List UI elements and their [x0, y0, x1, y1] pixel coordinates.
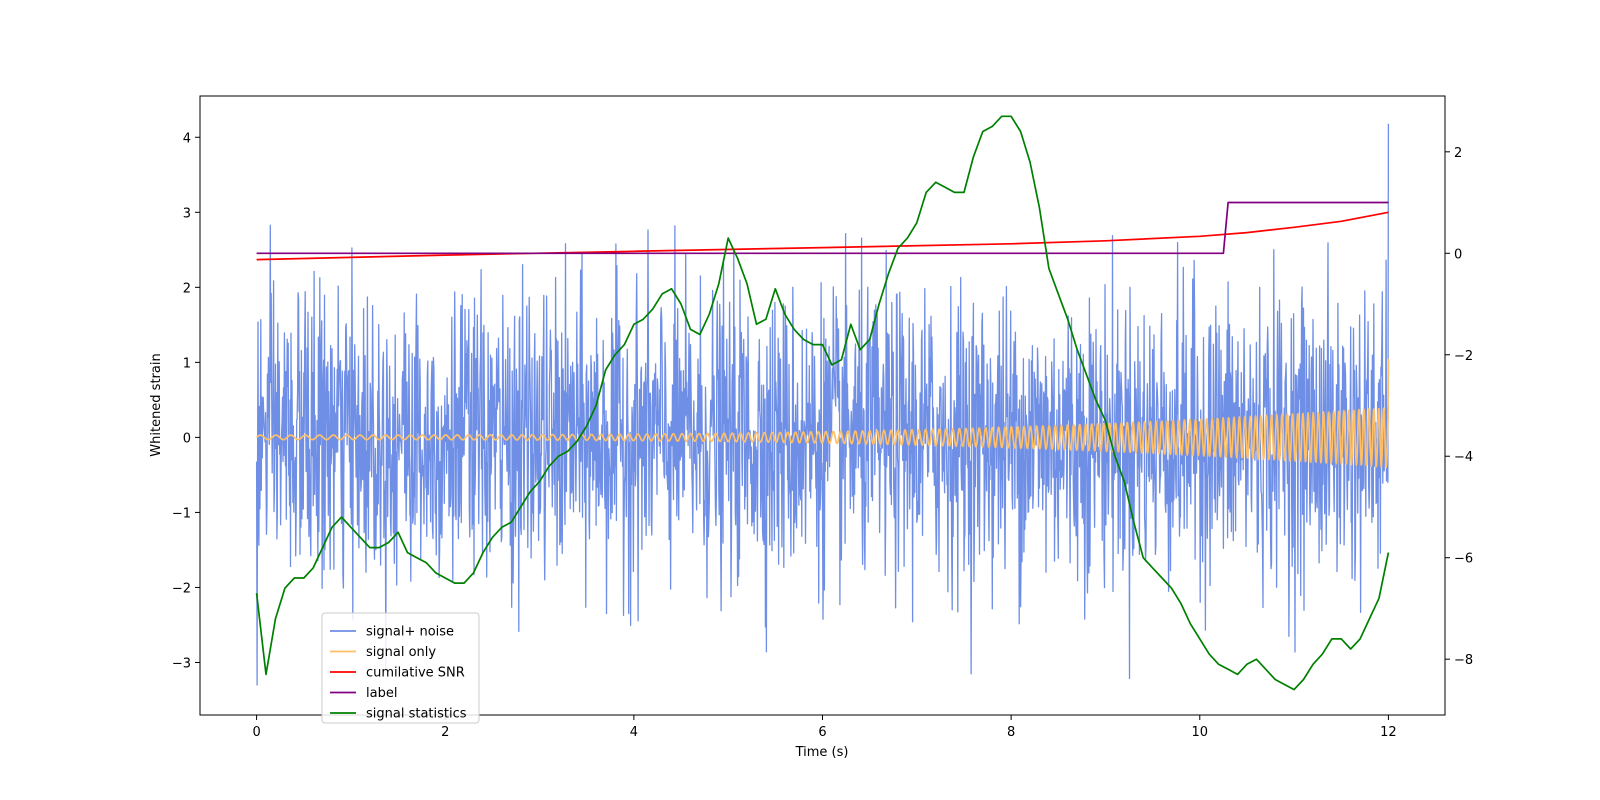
- legend-label-signal-statistics: signal statistics: [366, 707, 467, 722]
- legend-frame: [321, 612, 480, 724]
- y-tick-label: 0: [183, 431, 191, 446]
- y-axis-right: −8 −6 −4 −2 0 2: [1445, 146, 1473, 668]
- legend: signal+ noise signal only cumilative SNR la…: [321, 612, 480, 724]
- legend-label-signal-noise: signal+ noise: [366, 625, 454, 640]
- series-line-signal-noise: [255, 123, 1390, 686]
- y-axis-left: −3 −2 −1 0 1 2 3 4: [172, 131, 200, 671]
- series-layer: [255, 115, 1390, 691]
- y-tick-label: 2: [183, 281, 191, 296]
- legend-label-signal-only: signal only: [366, 645, 436, 660]
- y-tick-label: 1: [183, 356, 191, 371]
- x-tick-label: 4: [630, 725, 638, 740]
- y-tick-label: −2: [172, 581, 191, 596]
- x-axis: 0 2 4 6 8 10 12: [252, 715, 1397, 740]
- y-tick-label: −3: [172, 656, 191, 671]
- x-tick-label: 10: [1191, 725, 1208, 740]
- legend-label-label: label: [366, 686, 397, 701]
- series-line-label: [256, 201, 1389, 255]
- x-axis-label: Time (s): [795, 745, 849, 760]
- y2-tick-label: −6: [1454, 552, 1473, 567]
- y2-tick-label: −8: [1454, 653, 1473, 668]
- y2-tick-label: −2: [1454, 349, 1473, 364]
- y2-tick-label: 2: [1454, 146, 1462, 161]
- x-tick-label: 2: [441, 725, 449, 740]
- y-tick-label: 4: [183, 131, 191, 146]
- x-tick-label: 12: [1380, 725, 1397, 740]
- x-tick-label: 6: [818, 725, 826, 740]
- y-tick-label: 3: [183, 206, 191, 221]
- legend-label-cumilative-snr: cumilative SNR: [366, 666, 465, 681]
- series-line-signal-only: [255, 358, 1390, 469]
- x-tick-label: 8: [1007, 725, 1015, 740]
- y-axis-label: Whitened strain: [149, 353, 164, 456]
- series-line-signal-statistics: [255, 115, 1390, 691]
- y2-tick-label: −4: [1454, 450, 1473, 465]
- x-tick-label: 0: [252, 725, 260, 740]
- y-tick-label: −1: [172, 506, 191, 521]
- y2-tick-label: 0: [1454, 247, 1462, 262]
